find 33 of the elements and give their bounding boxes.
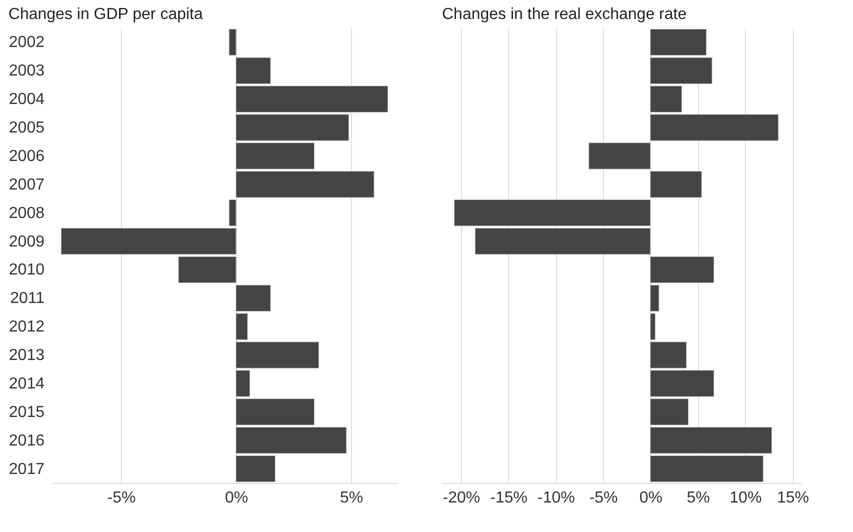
y-tick-label: 2010 [8, 262, 45, 279]
bar [228, 28, 236, 56]
x-tick-label: 5% [340, 490, 364, 506]
y-tick-label: 2003 [8, 62, 45, 80]
chart-title: Changes in the real exchange rate [442, 6, 687, 23]
y-tick-label: 2009 [8, 233, 45, 250]
y-tick-label: 2004 [8, 91, 45, 108]
y-tick-label: 2006 [8, 148, 45, 165]
y-tick-label: 2008 [8, 204, 45, 222]
x-tick-label: -5% [107, 490, 136, 506]
y-tick-label: 2016 [8, 432, 45, 450]
chart-title: Changes in GDP per capita [8, 6, 203, 23]
y-tick-label: 2017 [8, 460, 45, 478]
bar [178, 256, 236, 284]
y-tick-label: 2002 [8, 34, 45, 52]
x-tick-label: -15% [490, 490, 528, 506]
bar [650, 256, 714, 284]
y-tick-label: 2007 [8, 176, 45, 194]
y-tick-label: 2015 [8, 404, 45, 421]
x-tick-label: -5% [589, 490, 618, 506]
y-tick-label: 2013 [8, 347, 45, 364]
x-tick-label: 15% [777, 490, 810, 506]
y-tick-label: 2005 [8, 120, 45, 137]
y-tick-label: 2012 [8, 318, 45, 336]
x-tick-label: 5% [686, 490, 710, 506]
x-tick-label: 0% [639, 490, 662, 506]
x-tick-label: 10% [730, 490, 762, 506]
x-tick-label: 0% [224, 490, 248, 506]
y-tick-label: 2014 [8, 375, 45, 392]
y-tick-label: 2011 [10, 290, 45, 308]
x-tick-label: -20% [442, 490, 480, 506]
x-tick-label: -10% [538, 490, 575, 506]
bar [650, 28, 707, 56]
